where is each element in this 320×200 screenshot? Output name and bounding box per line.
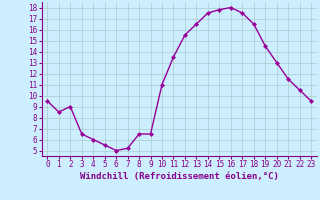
X-axis label: Windchill (Refroidissement éolien,°C): Windchill (Refroidissement éolien,°C) xyxy=(80,172,279,181)
